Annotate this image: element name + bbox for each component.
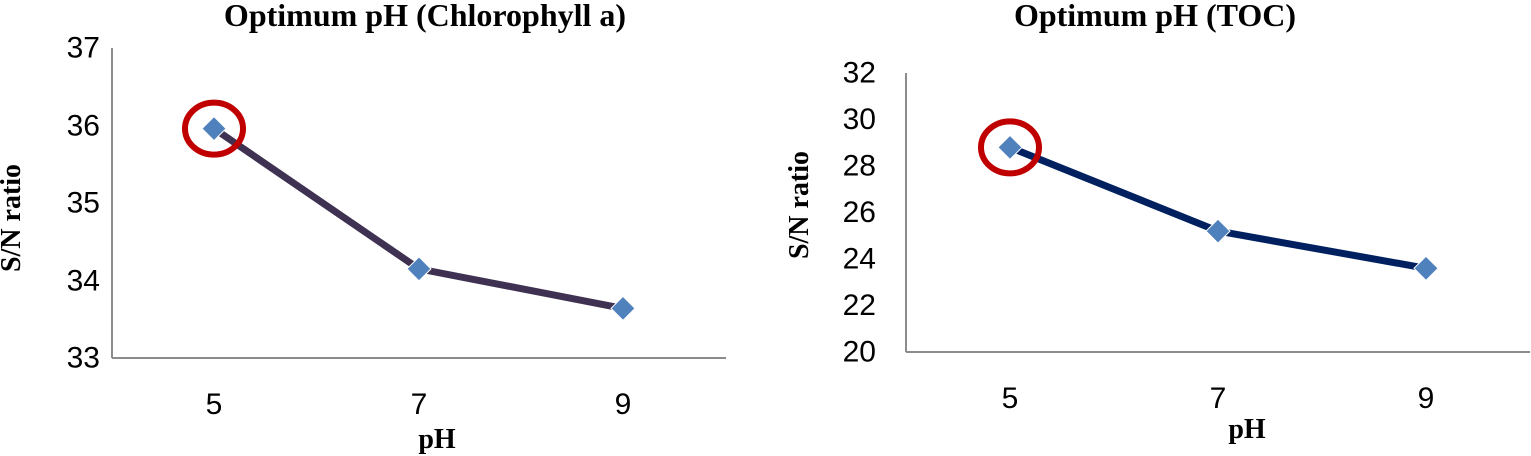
plot-area [978, 118, 1439, 282]
y-tick-label: 33 [67, 342, 100, 375]
y-axis-title: S/N ratio [0, 164, 27, 272]
data-point [1205, 218, 1231, 244]
chart-title: Optimum pH (Chlorophyll a) [224, 0, 626, 33]
y-tick-label: 22 [843, 289, 876, 322]
x-axis-title: pH [418, 424, 456, 455]
y-tick-label: 20 [843, 336, 876, 369]
y-tick-label: 36 [67, 110, 100, 143]
data-point [610, 295, 636, 322]
highlight-ring [182, 99, 246, 158]
x-axis-title: pH [1228, 414, 1266, 445]
chart-chlorophyll: Optimum pH (Chlorophyll a) S/N ratio pH … [0, 0, 726, 455]
y-tick-label: 30 [843, 103, 876, 136]
y-tick-label: 37 [67, 32, 100, 65]
y-tick-label: 24 [843, 243, 876, 276]
x-tick-label: 5 [1002, 382, 1019, 415]
data-point [1413, 255, 1439, 282]
data-point [201, 115, 227, 142]
data-point [997, 134, 1023, 161]
y-tick-label: 26 [843, 196, 876, 229]
x-tick-label: 7 [411, 388, 428, 421]
chart-toc: Optimum pH (TOC) S/N ratio pH 20 22 24 2… [784, 0, 1530, 445]
x-tick-label: 7 [1210, 382, 1227, 415]
data-point [406, 256, 432, 282]
x-tick-label: 9 [1418, 382, 1435, 415]
y-tick-label: 32 [843, 57, 876, 90]
y-tick-label: 35 [67, 187, 100, 220]
highlight-ring [978, 118, 1042, 177]
y-axis-title: S/N ratio [784, 151, 815, 259]
plot-area [182, 99, 636, 322]
chart-title: Optimum pH (TOC) [1014, 0, 1296, 33]
y-tick-label: 34 [67, 265, 100, 298]
x-tick-label: 9 [615, 388, 632, 421]
x-tick-label: 5 [206, 388, 223, 421]
series-line [212, 125, 624, 312]
y-tick-label: 28 [843, 150, 876, 183]
series-line [1008, 144, 1427, 272]
